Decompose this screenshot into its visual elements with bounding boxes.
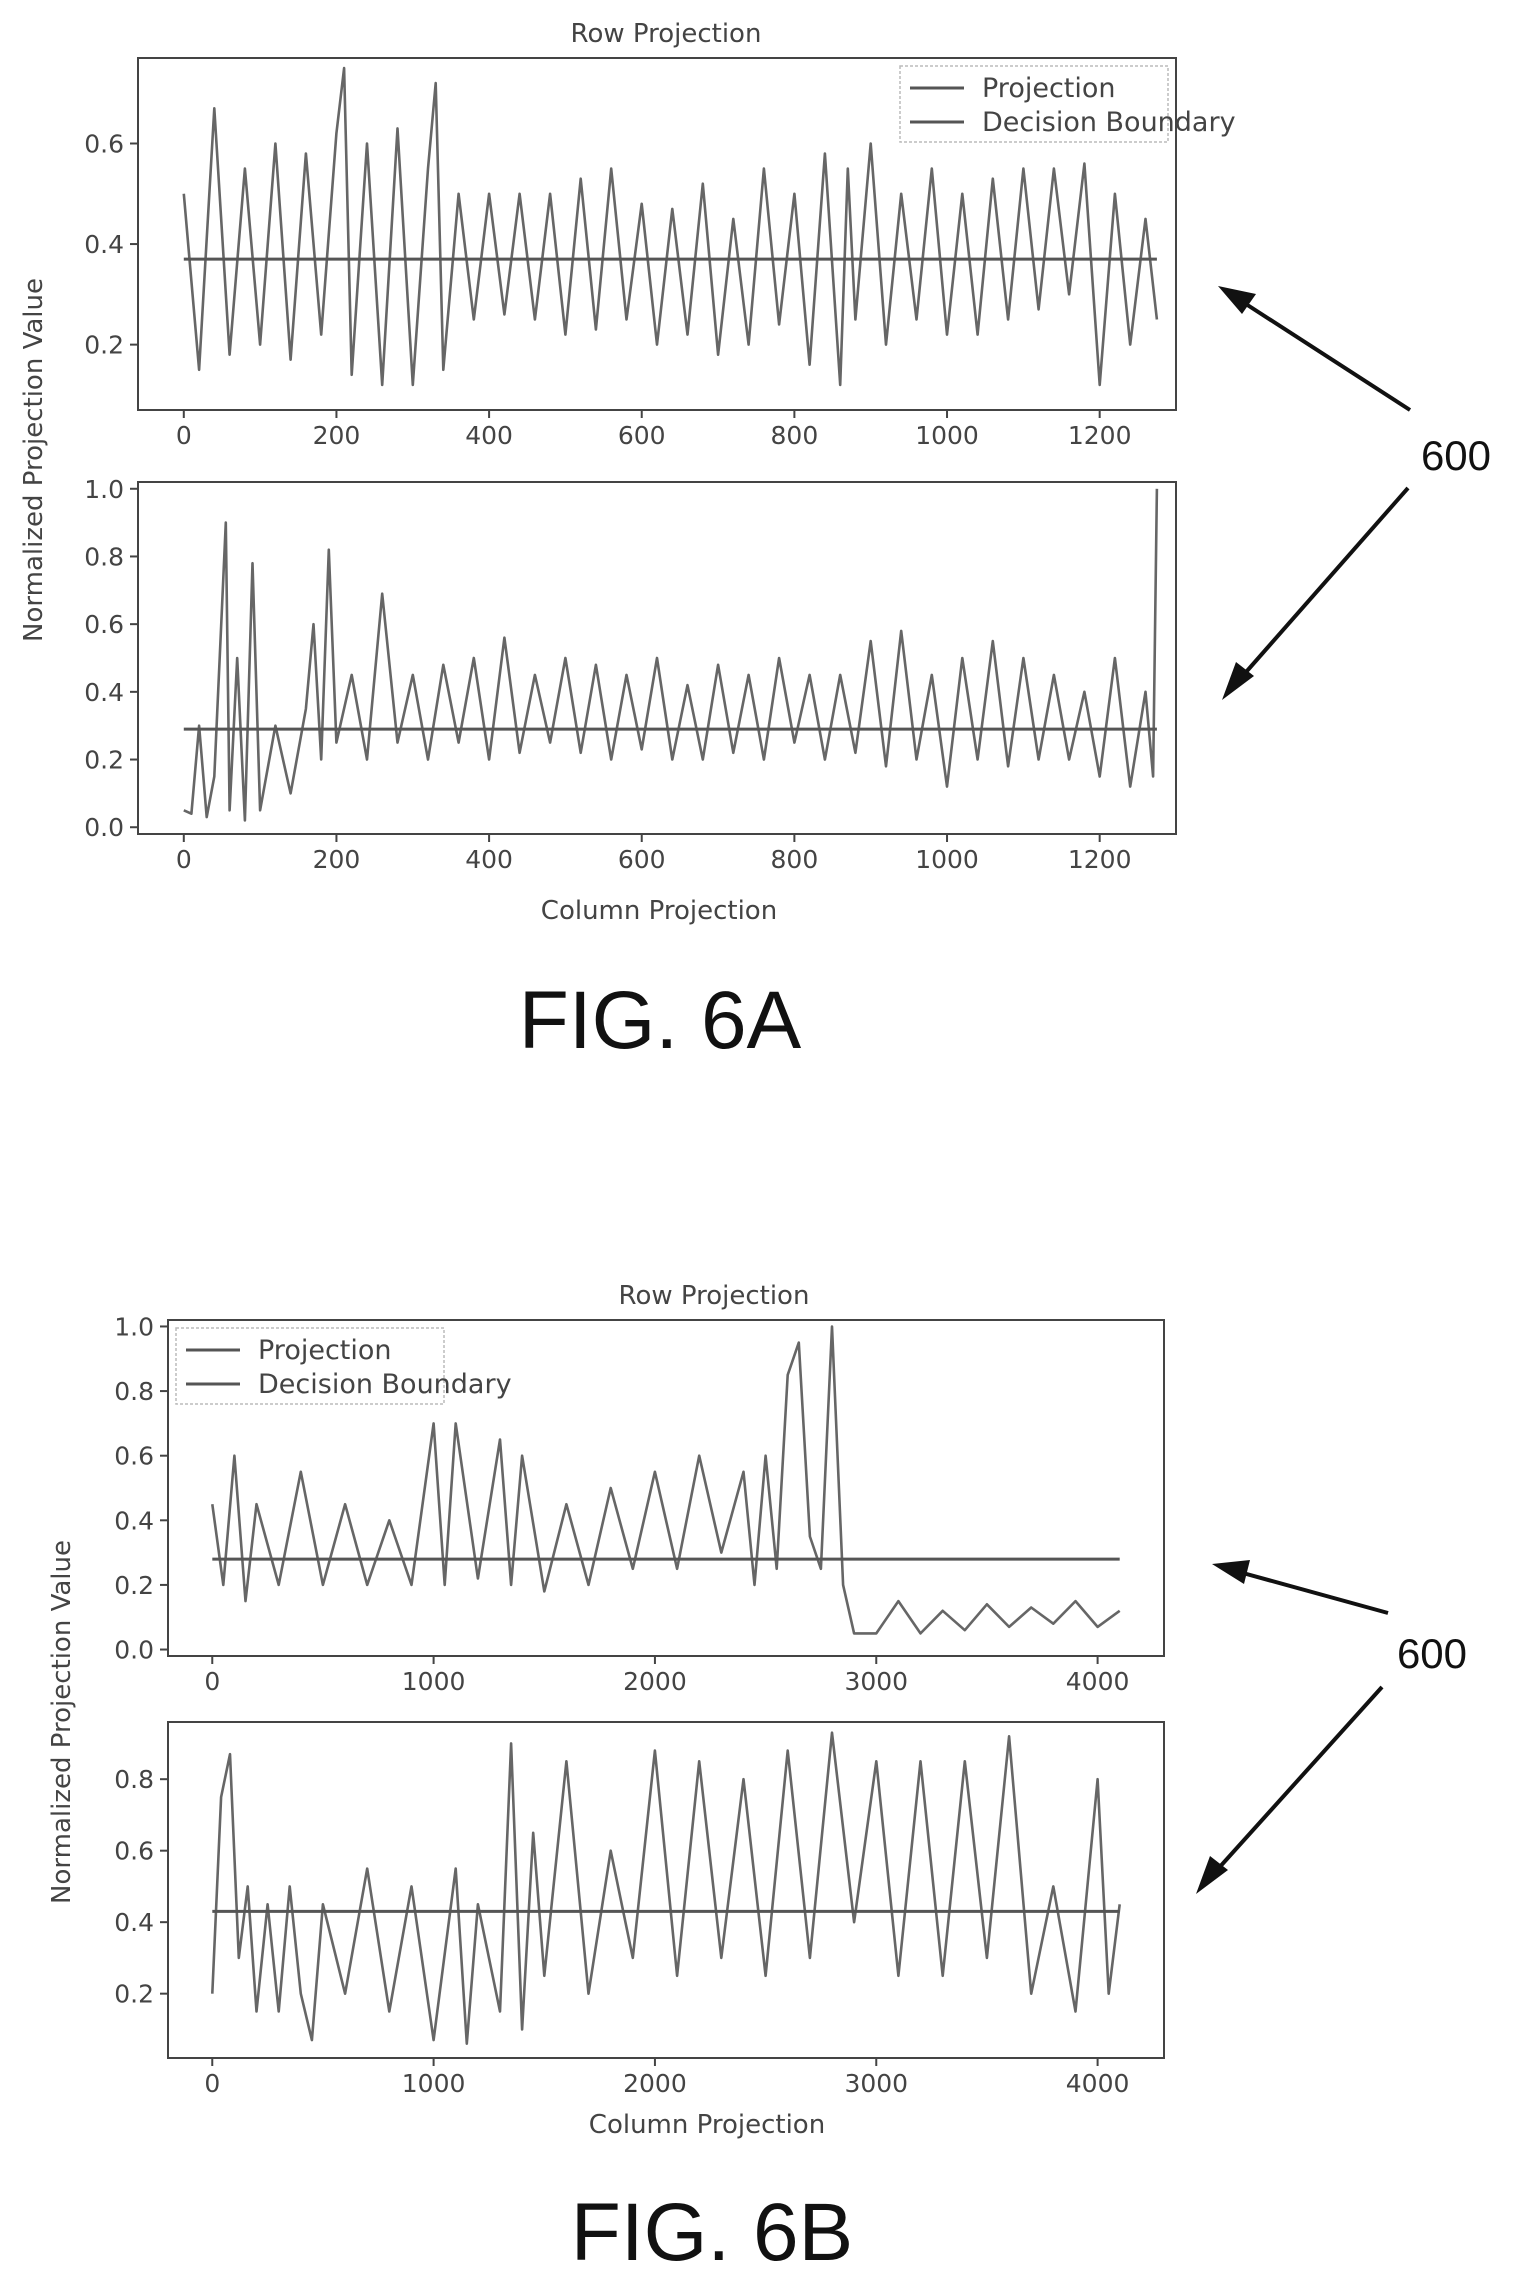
ref-arrows-6b: 600: [1196, 1560, 1467, 1894]
title-6a-top: Row Projection: [571, 19, 762, 49]
y-tick-label: 1.0: [84, 475, 124, 504]
x-tick-label: 0: [204, 2069, 220, 2098]
y-tick-label: 0.8: [84, 542, 124, 571]
y-tick-label: 0.8: [114, 1377, 154, 1406]
figure-caption-6a: FIG. 6A: [519, 975, 802, 1066]
x-tick-label: 1000: [915, 421, 979, 450]
y-axis-label-6b: Normalized Projection Value: [47, 1540, 77, 1904]
x-tick-label: 1200: [1068, 845, 1132, 874]
x-tick-label: 0: [176, 845, 192, 874]
y-tick-label: 0.6: [84, 610, 124, 639]
y-tick-label: 0.2: [84, 331, 124, 360]
fig-6b: Row Projection 0 1000 2000 3000 4000 0.0 0.2 0.…: [47, 1281, 1467, 2278]
series-projection: [211, 1731, 1121, 2045]
plot-6b-column-projection: 0 1000 2000 3000 4000 0.2 0.4 0.6 0.8: [114, 1721, 1165, 2098]
x-tick-label: 1200: [1068, 421, 1132, 450]
y-tick-label: 0.4: [84, 230, 124, 259]
y-tick-label: 1.0: [114, 1312, 154, 1341]
y-tick-label: 0.6: [84, 129, 124, 158]
x-tick-label: 2000: [623, 1667, 687, 1696]
legend-entry: Projection: [982, 73, 1116, 104]
x-tick-label: 3000: [844, 2069, 908, 2098]
x-tick-label: 1000: [915, 845, 979, 874]
y-tick-label: 0.4: [114, 1506, 154, 1535]
y-axis-label-6a: Normalized Projection Value: [19, 278, 49, 642]
x-tick-label: 600: [618, 845, 666, 874]
x-tick-label: 800: [771, 845, 819, 874]
x-tick-label: 800: [771, 421, 819, 450]
y-tick-label: 0.2: [84, 746, 124, 775]
series-projection: [182, 66, 1159, 387]
plot-6b-row-projection: 0 1000 2000 3000 4000 0.0 0.2 0.4 0.6 0.8 1.0 Proje…: [114, 1312, 1165, 1696]
reference-label-600-6a: 600: [1421, 432, 1491, 479]
plot-6a-row-projection: 0 200 400 600 800 1000 1200 0.2 0.4 0.6 Projection…: [84, 57, 1236, 450]
x-tick-label: 0: [176, 421, 192, 450]
y-tick-label: 0.0: [84, 813, 124, 842]
x-tick-label: 600: [618, 421, 666, 450]
y-tick-label: 0.4: [84, 678, 124, 707]
x-tick-label: 2000: [623, 2069, 687, 2098]
x-tick-label: 4000: [1066, 2069, 1130, 2098]
y-tick-label: 0.2: [114, 1571, 154, 1600]
x-tick-label: 0: [204, 1667, 220, 1696]
plot-frame: [167, 1721, 1165, 2059]
x-axis-label-6b: Column Projection: [589, 2110, 825, 2140]
y-tick-label: 0.6: [114, 1442, 154, 1471]
x-tick-label: 1000: [402, 2069, 466, 2098]
legend-entry: Decision Boundary: [258, 1369, 512, 1400]
plot-6a-column-projection: 0 200 400 600 800 1000 1200 0.0 0.2 0.4 0.6 0.8 1.0: [84, 475, 1177, 874]
y-tick-label: 0.4: [114, 1908, 154, 1937]
fig-6a: Row Projection 0 200 400 600 800 1000 12000.20…: [19, 19, 1491, 1066]
y-tick-label: 0.2: [114, 1980, 154, 2009]
x-tick-label: 1000: [402, 1667, 466, 1696]
title-6b-top: Row Projection: [619, 1281, 810, 1311]
x-tick-label: 200: [313, 845, 361, 874]
x-tick-label: 4000: [1066, 1667, 1130, 1696]
ref-arrows-6a: 600: [1218, 286, 1491, 700]
y-tick-label: 0.8: [114, 1765, 154, 1794]
legend-box: [175, 1327, 445, 1405]
figure-caption-6b: FIG. 6B: [571, 2187, 854, 2278]
x-axis-label-6a: Column Projection: [541, 896, 777, 926]
x-tick-label: 400: [465, 421, 513, 450]
y-tick-label: 0.6: [114, 1837, 154, 1866]
legend-entry: Decision Boundary: [982, 107, 1236, 138]
x-tick-label: 200: [313, 421, 361, 450]
series-projection: [183, 488, 1159, 822]
series-projection: [211, 1325, 1121, 1635]
x-tick-label: 400: [465, 845, 513, 874]
y-tick-label: 0.0: [114, 1636, 154, 1665]
legend-entry: Projection: [258, 1335, 392, 1366]
legend-box: [899, 65, 1169, 143]
reference-label-600-6b: 600: [1397, 1630, 1467, 1677]
x-tick-label: 3000: [844, 1667, 908, 1696]
